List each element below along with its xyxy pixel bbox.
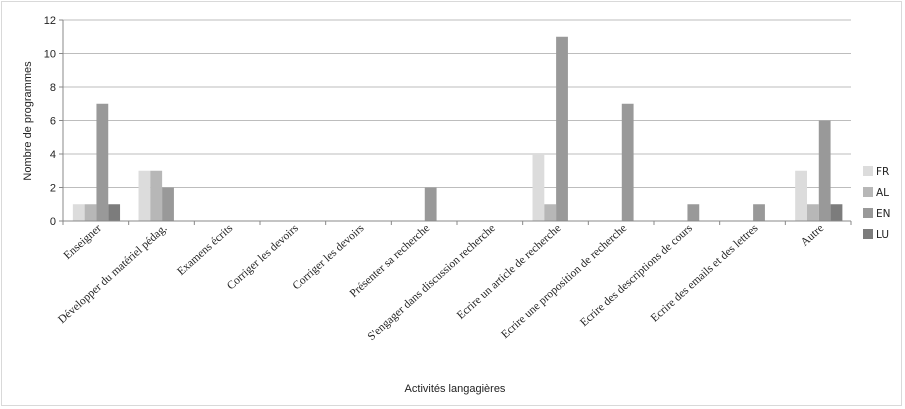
x-tick-label: Ecrire un article de recherche (455, 222, 564, 321)
bar-en (687, 204, 700, 221)
bar-fr (138, 170, 151, 221)
y-tick-label: 12 (44, 15, 56, 27)
x-tick-label: Ecrire une proposition de recherche (499, 222, 629, 341)
bar-en (556, 36, 568, 221)
bar-en (753, 204, 765, 221)
legend-swatch-al (863, 187, 873, 197)
x-tick-label: Examens écrits (175, 222, 235, 278)
bar-lu (830, 204, 843, 221)
bar-al (84, 204, 97, 221)
bar-en (424, 187, 437, 221)
bar-fr (795, 170, 807, 221)
legend: FR AL EN LU (863, 166, 891, 241)
y-axis-title: Nombre de programmes (22, 61, 34, 181)
x-tick-label: Ecrire des descriptions de cours (578, 222, 695, 329)
bar-en (162, 187, 174, 221)
bar-al (806, 204, 819, 221)
legend-label-en: EN (876, 208, 891, 220)
x-tick-label: Développer du matériel pédag. (56, 222, 169, 326)
legend-swatch-lu (863, 229, 873, 239)
bar-al (150, 170, 163, 221)
y-axis-ticks: 0 2 4 6 8 10 12 (44, 15, 63, 228)
x-tick-label: Autre (799, 222, 826, 248)
y-tick-label: 10 (44, 49, 56, 61)
bar-en (96, 103, 109, 221)
legend-swatch-en (863, 208, 873, 218)
legend-label-fr: FR (876, 166, 889, 178)
bar-lu (108, 204, 121, 221)
gridlines (63, 19, 851, 188)
y-tick-label: 6 (50, 116, 56, 128)
y-tick-label: 4 (50, 149, 56, 161)
legend-label-lu: LU (876, 229, 889, 241)
bar-en (621, 103, 634, 221)
y-tick-label: 2 (50, 183, 56, 195)
x-tick-label: S'engager dans discussion recherche (366, 222, 498, 343)
x-tick-label: Ecrire des emails et des lettres (649, 222, 761, 325)
x-axis-title: Activités langagières (405, 383, 506, 395)
bar-en (818, 120, 831, 221)
legend-swatch-fr (863, 166, 873, 176)
bar-fr (72, 204, 85, 221)
bars (72, 36, 843, 221)
x-tick-label: Corriger les devoirs (291, 222, 367, 292)
x-tick-label: Corriger les devoirs (225, 222, 301, 292)
legend-label-al: AL (876, 187, 889, 199)
y-tick-label: 0 (50, 216, 56, 228)
bar-al (544, 204, 557, 221)
x-tick-label: Enseigner (62, 222, 104, 262)
bar-fr (532, 154, 545, 221)
y-tick-label: 8 (50, 82, 56, 94)
